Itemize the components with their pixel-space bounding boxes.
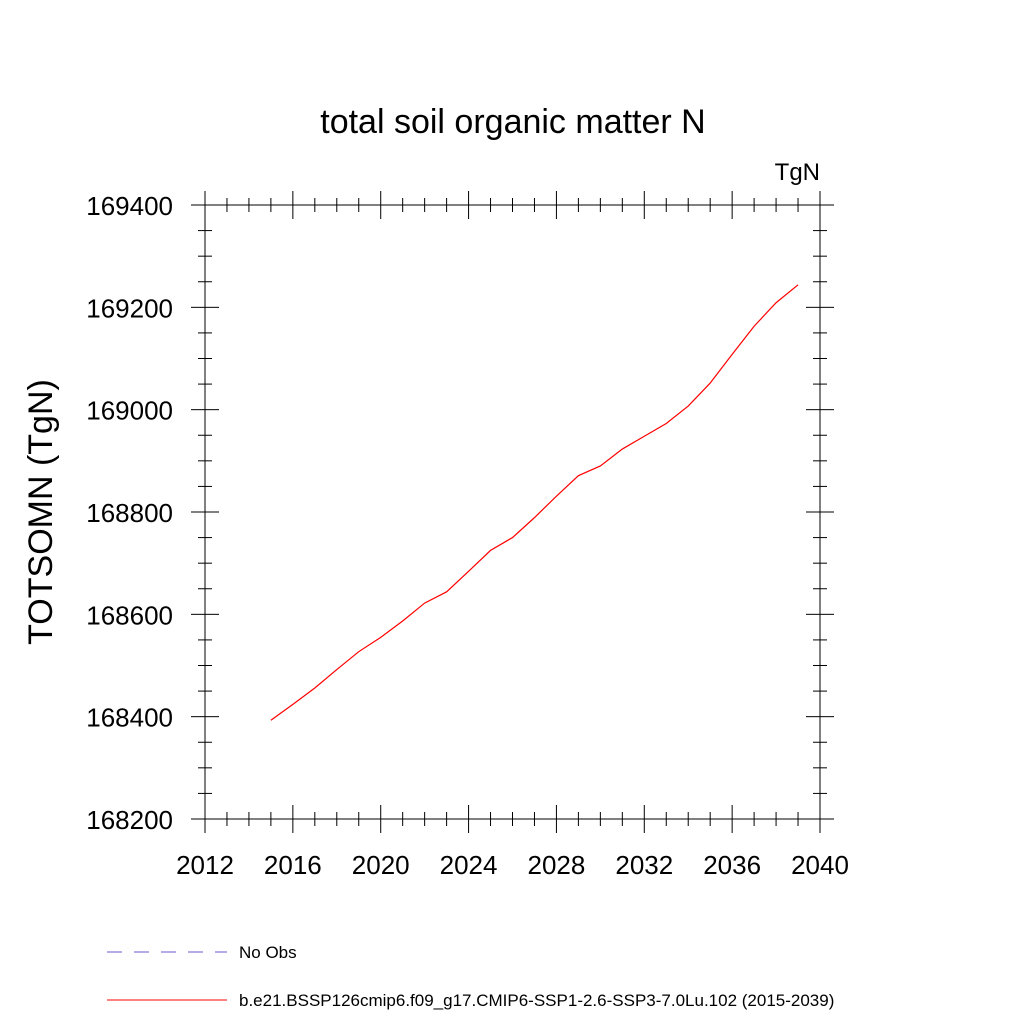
x-tick-label: 2032 <box>615 850 673 880</box>
y-axis-label: TOTSOMN (TgN) <box>22 379 60 645</box>
y-tick-label: 168800 <box>86 498 173 528</box>
x-axis-ticks: 2012 2016 2020 2024 2028 2032 2036 2040 <box>176 191 849 880</box>
x-tick-label: 2024 <box>440 850 498 880</box>
y-tick-label: 168200 <box>86 805 173 835</box>
plot-frame <box>204 204 821 820</box>
units-label: TgN <box>775 159 820 186</box>
series-layer <box>270 284 799 721</box>
plot-border <box>204 204 821 820</box>
y-axis-ticks: 168200 168400 168600 168800 169000 169200 1694… <box>86 191 834 835</box>
y-tick-label: 169000 <box>86 396 173 426</box>
y-tick-label: 169200 <box>86 293 173 323</box>
x-tick-label: 2040 <box>791 850 849 880</box>
y-tick-label: 168600 <box>86 600 173 630</box>
series-line-1 <box>270 284 799 721</box>
x-tick-label: 2036 <box>703 850 761 880</box>
chart-title: total soil organic matter N <box>320 103 706 141</box>
y-tick-label: 169400 <box>86 191 173 221</box>
x-tick-label: 2028 <box>528 850 586 880</box>
y-tick-label: 168400 <box>86 703 173 733</box>
legend-label-1: b.e21.BSSP126cmip6.f09_g17.CMIP6-SSP1-2.… <box>239 991 834 1010</box>
legend-label-0: No Obs <box>239 943 297 962</box>
x-tick-label: 2016 <box>264 850 322 880</box>
x-tick-label: 2020 <box>352 850 410 880</box>
x-tick-label: 2012 <box>176 850 234 880</box>
legend: No Obs b.e21.BSSP126cmip6.f09_g17.CMIP6-S… <box>107 943 834 1010</box>
